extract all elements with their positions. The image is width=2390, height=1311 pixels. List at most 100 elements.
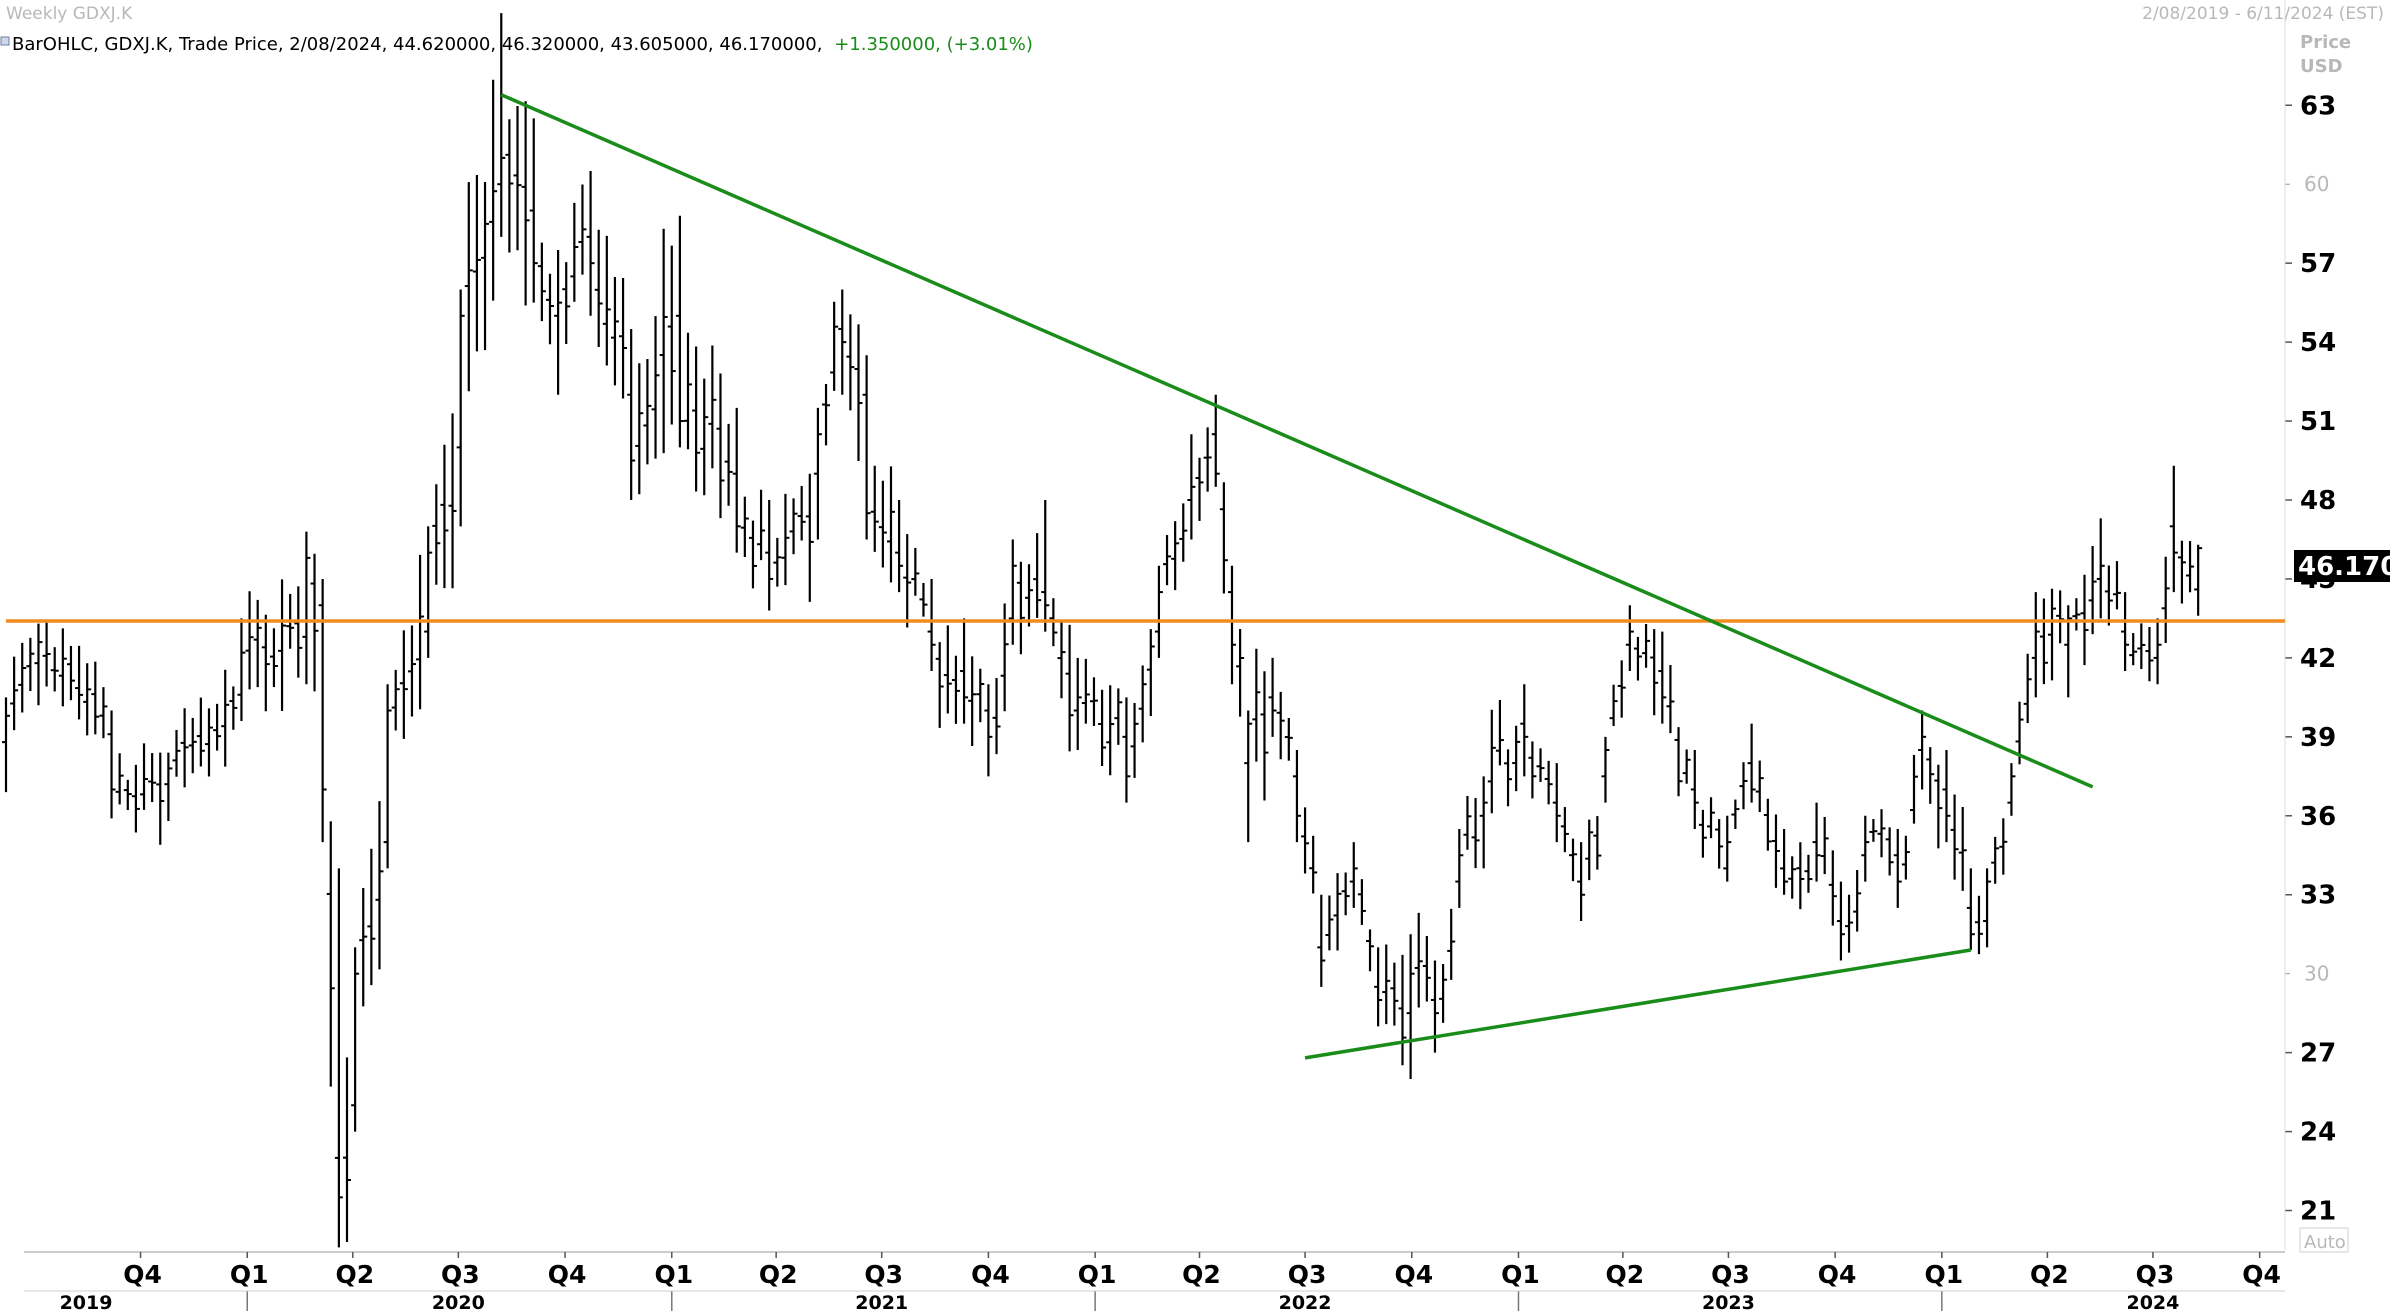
ohlc-bar — [1292, 750, 1301, 843]
ohlc-bar — [440, 444, 449, 589]
ohlc-bar — [1390, 962, 1399, 1026]
ohlc-bar — [1333, 873, 1342, 951]
ohlc-bar — [269, 628, 278, 688]
ohlc-bar — [50, 647, 59, 692]
x-quarter-label: Q3 — [864, 1260, 903, 1289]
y-tick-label: 39 — [2300, 723, 2336, 753]
ohlc-bar — [1187, 434, 1196, 540]
ohlc-bar — [911, 547, 920, 596]
ohlc-bar — [1577, 842, 1586, 922]
ohlc-bar — [1025, 564, 1034, 627]
ohlc-bar — [229, 686, 238, 730]
ohlc-bar — [635, 363, 644, 495]
ohlc-bar — [903, 534, 912, 628]
ohlc-bar — [2129, 633, 2138, 666]
ohlc-bar — [58, 628, 67, 707]
x-quarter-label: Q1 — [230, 1260, 269, 1289]
y-tick-label: 33 — [2300, 881, 2336, 911]
ohlc-bar — [1999, 818, 2008, 875]
ohlc-bar — [34, 623, 43, 706]
ohlc-bar — [1966, 868, 1975, 950]
ohlc-bar — [1901, 835, 1910, 880]
ohlc-bar — [976, 668, 985, 723]
ohlc-bar — [1763, 798, 1772, 851]
overlay-lines — [6, 93, 2285, 1060]
ohlc-bar — [594, 229, 603, 347]
ohlc-bar — [895, 500, 904, 593]
ohlc-bar — [10, 656, 19, 731]
ohlc-bar — [1268, 657, 1277, 737]
ohlc-bar — [1512, 725, 1521, 792]
ohlc-bar — [2007, 763, 2016, 816]
ohlc-bar — [1991, 836, 2000, 884]
ohlc-bar — [627, 328, 636, 500]
chart-title: Weekly GDXJ.K — [6, 4, 133, 24]
ohlc-bar — [1195, 457, 1204, 521]
ohlc-bar — [846, 314, 855, 411]
ohlc-bar — [1723, 815, 1732, 882]
ohlc-bar — [1138, 665, 1147, 743]
ohlc-bar — [838, 289, 847, 395]
downtrend-trendline[interactable] — [500, 93, 2094, 789]
x-axis-labels: Q4 Q1 Q2 Q3 Q4 Q1 Q2 Q3 Q4 Q1 Q2 Q3 Q4 Q1 Q2 Q3 Q4 Q1 Q2 Q3… — [24, 1252, 2285, 1311]
ohlc-bar — [1828, 850, 1837, 926]
ohlc-bar — [1406, 934, 1415, 1079]
x-quarter-label: Q2 — [759, 1260, 798, 1289]
ohlc-bar — [1536, 748, 1545, 782]
ohlc-bar — [2039, 598, 2048, 685]
y-tick-label: 30 — [2304, 962, 2329, 986]
ohlc-bar — [497, 13, 506, 237]
ohlc-bar — [2194, 544, 2203, 616]
ohlc-bar — [1820, 816, 1829, 875]
ohlc-bar — [1845, 894, 1854, 953]
ohlc-bar — [448, 413, 457, 589]
ohlc-bar — [651, 316, 660, 459]
ohlc-bar — [2104, 565, 2113, 626]
ohlc-bar — [1552, 763, 1561, 843]
ohlc-bar — [99, 687, 108, 739]
ohlc-bar — [1065, 624, 1074, 752]
ohlc-bar — [1455, 828, 1464, 908]
ohlc-bar — [1309, 835, 1318, 894]
ohlc-bar — [1918, 710, 1927, 790]
ohlc-bar — [659, 228, 668, 454]
uptrend-trendline[interactable] — [1304, 948, 1972, 1060]
ohlc-bar — [1909, 754, 1918, 824]
ohlc-bar — [1958, 807, 1967, 891]
ohlc-bar — [123, 779, 132, 811]
x-year-label: 2021 — [855, 1292, 908, 1311]
ohlc-bar — [586, 171, 595, 316]
ohlc-bar — [1893, 828, 1902, 908]
ohlc-bar — [667, 245, 676, 425]
ohlc-bar — [805, 473, 814, 602]
ohlc-bar — [1658, 631, 1667, 724]
ohlc-bar — [1642, 624, 1651, 668]
ohlc-bar — [1114, 688, 1123, 745]
ohlc-bar — [1812, 802, 1821, 882]
y-tick-label: 63 — [2300, 91, 2336, 121]
x-year-label: 2019 — [60, 1292, 113, 1311]
ohlc-bar — [968, 656, 977, 747]
ohlc-bar — [1463, 795, 1472, 850]
ohlc-bar — [1950, 794, 1959, 880]
ohlc-bar — [1252, 648, 1261, 762]
ohlc-bar — [1869, 819, 1878, 842]
ohlc-bar — [570, 202, 579, 302]
ohlc-bar — [822, 384, 831, 446]
ohlc-bar — [18, 642, 27, 713]
ohlc-bar — [1788, 856, 1797, 899]
x-year-label: 2024 — [2126, 1292, 2179, 1311]
ohlc-bar — [1317, 894, 1326, 987]
x-year-label: 2022 — [1279, 1292, 1332, 1311]
ohlc-bar — [813, 407, 822, 540]
x-quarter-label: Q1 — [1078, 1260, 1117, 1289]
ohlc-bar — [2161, 556, 2170, 643]
ohlc-bar — [927, 578, 936, 672]
auto-scale-button[interactable] — [2299, 1227, 2349, 1253]
ohlc-bar — [1633, 636, 1642, 681]
ohlc-bar — [2112, 561, 2121, 610]
ohlc-bar — [732, 407, 741, 553]
ohlc-bar — [2153, 618, 2162, 685]
